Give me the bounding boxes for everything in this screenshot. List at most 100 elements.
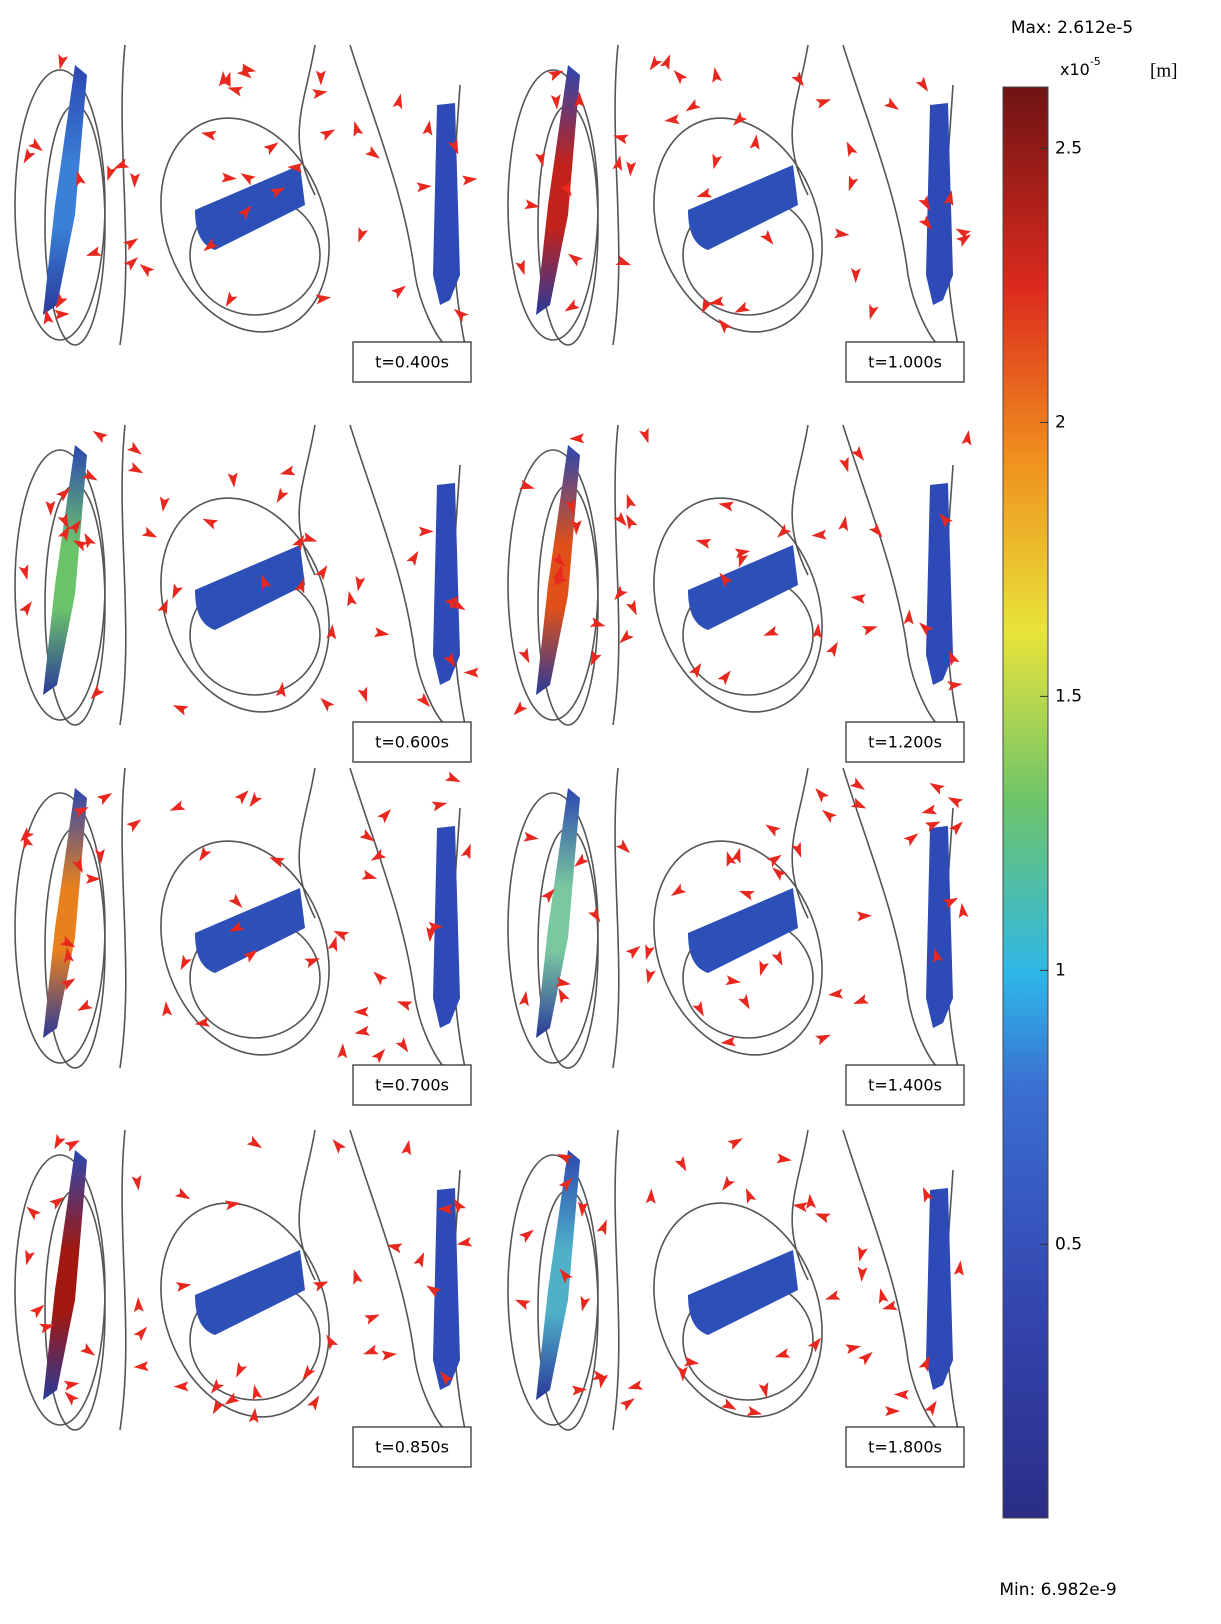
colorbar-tick-label: 2.5	[1055, 138, 1082, 158]
arrow	[726, 851, 737, 868]
arrow	[541, 888, 555, 904]
arrow	[839, 456, 849, 473]
arrow	[174, 1187, 191, 1200]
arrow	[381, 1350, 397, 1361]
arrow	[431, 801, 448, 812]
arrow	[364, 1314, 380, 1325]
arrow	[228, 893, 243, 908]
arrow	[670, 883, 687, 896]
arrow	[395, 1037, 409, 1053]
arrow	[850, 268, 861, 284]
time-box	[845, 341, 965, 383]
arrow	[708, 296, 725, 306]
arrow	[598, 1372, 608, 1389]
arrow	[924, 1400, 937, 1416]
arrow	[659, 54, 671, 71]
arrow	[722, 1175, 735, 1191]
arrow	[857, 1266, 868, 1282]
arrow	[673, 70, 688, 85]
middle-bar	[195, 888, 305, 973]
arrow	[175, 1282, 192, 1292]
arrow	[878, 1288, 889, 1304]
arrow	[72, 540, 89, 552]
arrow	[685, 99, 701, 112]
arrow	[559, 1268, 573, 1284]
arrow	[354, 1025, 371, 1036]
time-box	[352, 341, 472, 383]
arrow	[126, 441, 142, 455]
right-bar	[926, 1188, 953, 1390]
middle-bar	[195, 1250, 305, 1335]
arrow	[519, 479, 535, 490]
arrow	[765, 824, 781, 837]
arrow	[749, 134, 760, 150]
arrow	[141, 526, 158, 538]
arrow	[76, 170, 86, 187]
arrow	[23, 148, 36, 164]
arrow	[347, 590, 357, 607]
arrow	[811, 529, 827, 540]
arrow	[28, 137, 43, 152]
right-bar	[433, 826, 460, 1028]
colorbar-multiplier: x10-5	[1060, 55, 1101, 79]
arrow	[815, 1034, 831, 1046]
arrow	[948, 821, 963, 836]
arrow	[515, 259, 525, 276]
arrow	[227, 86, 244, 97]
arrow	[326, 624, 337, 640]
arrow	[371, 1048, 386, 1064]
arrow	[806, 1193, 817, 1209]
arrow	[29, 1304, 45, 1319]
arrow	[201, 130, 217, 141]
arrow	[738, 890, 755, 901]
arrow	[234, 790, 249, 805]
arrow	[615, 839, 631, 854]
arrow	[615, 255, 632, 266]
arrow	[85, 873, 101, 884]
arrow	[807, 1337, 822, 1353]
arrow	[416, 692, 431, 708]
arrow	[851, 445, 865, 461]
arrow	[712, 153, 723, 170]
arrow	[918, 195, 930, 211]
arrow	[307, 1395, 320, 1411]
arrow	[943, 190, 954, 206]
panel: t=0.700s	[14, 767, 472, 1106]
arrow	[696, 187, 713, 198]
arrow	[443, 652, 456, 668]
arrow	[626, 493, 637, 510]
arrow	[401, 1139, 412, 1156]
arrow	[815, 99, 832, 109]
arrow	[463, 667, 479, 678]
right-bar	[433, 103, 460, 305]
time-label: t=0.400s	[375, 353, 449, 372]
arrow	[314, 565, 328, 581]
right-bar	[433, 1188, 460, 1390]
arrow	[312, 1281, 329, 1292]
arrow	[353, 121, 364, 137]
arrow	[612, 134, 629, 145]
arrow	[718, 318, 732, 334]
arrow	[413, 1252, 425, 1268]
arrow	[426, 926, 437, 943]
arrow	[677, 1366, 688, 1382]
arrow	[337, 1043, 348, 1059]
arrow	[210, 1378, 225, 1394]
arrow	[319, 129, 336, 141]
arrow	[814, 1213, 831, 1224]
time-box	[352, 1064, 472, 1106]
arrow	[553, 564, 564, 581]
arrow	[903, 833, 919, 847]
outline	[653, 840, 823, 1056]
arrow	[588, 907, 601, 923]
left-band	[43, 1150, 87, 1400]
left-band	[536, 445, 580, 695]
arrow	[558, 988, 570, 1004]
arrow	[626, 161, 637, 177]
arrow	[64, 1391, 79, 1406]
arrow	[674, 1155, 687, 1172]
colorbar-tick-label: 2	[1055, 412, 1066, 432]
arrow	[218, 71, 229, 87]
arrow	[320, 697, 335, 712]
arrow	[126, 819, 142, 833]
